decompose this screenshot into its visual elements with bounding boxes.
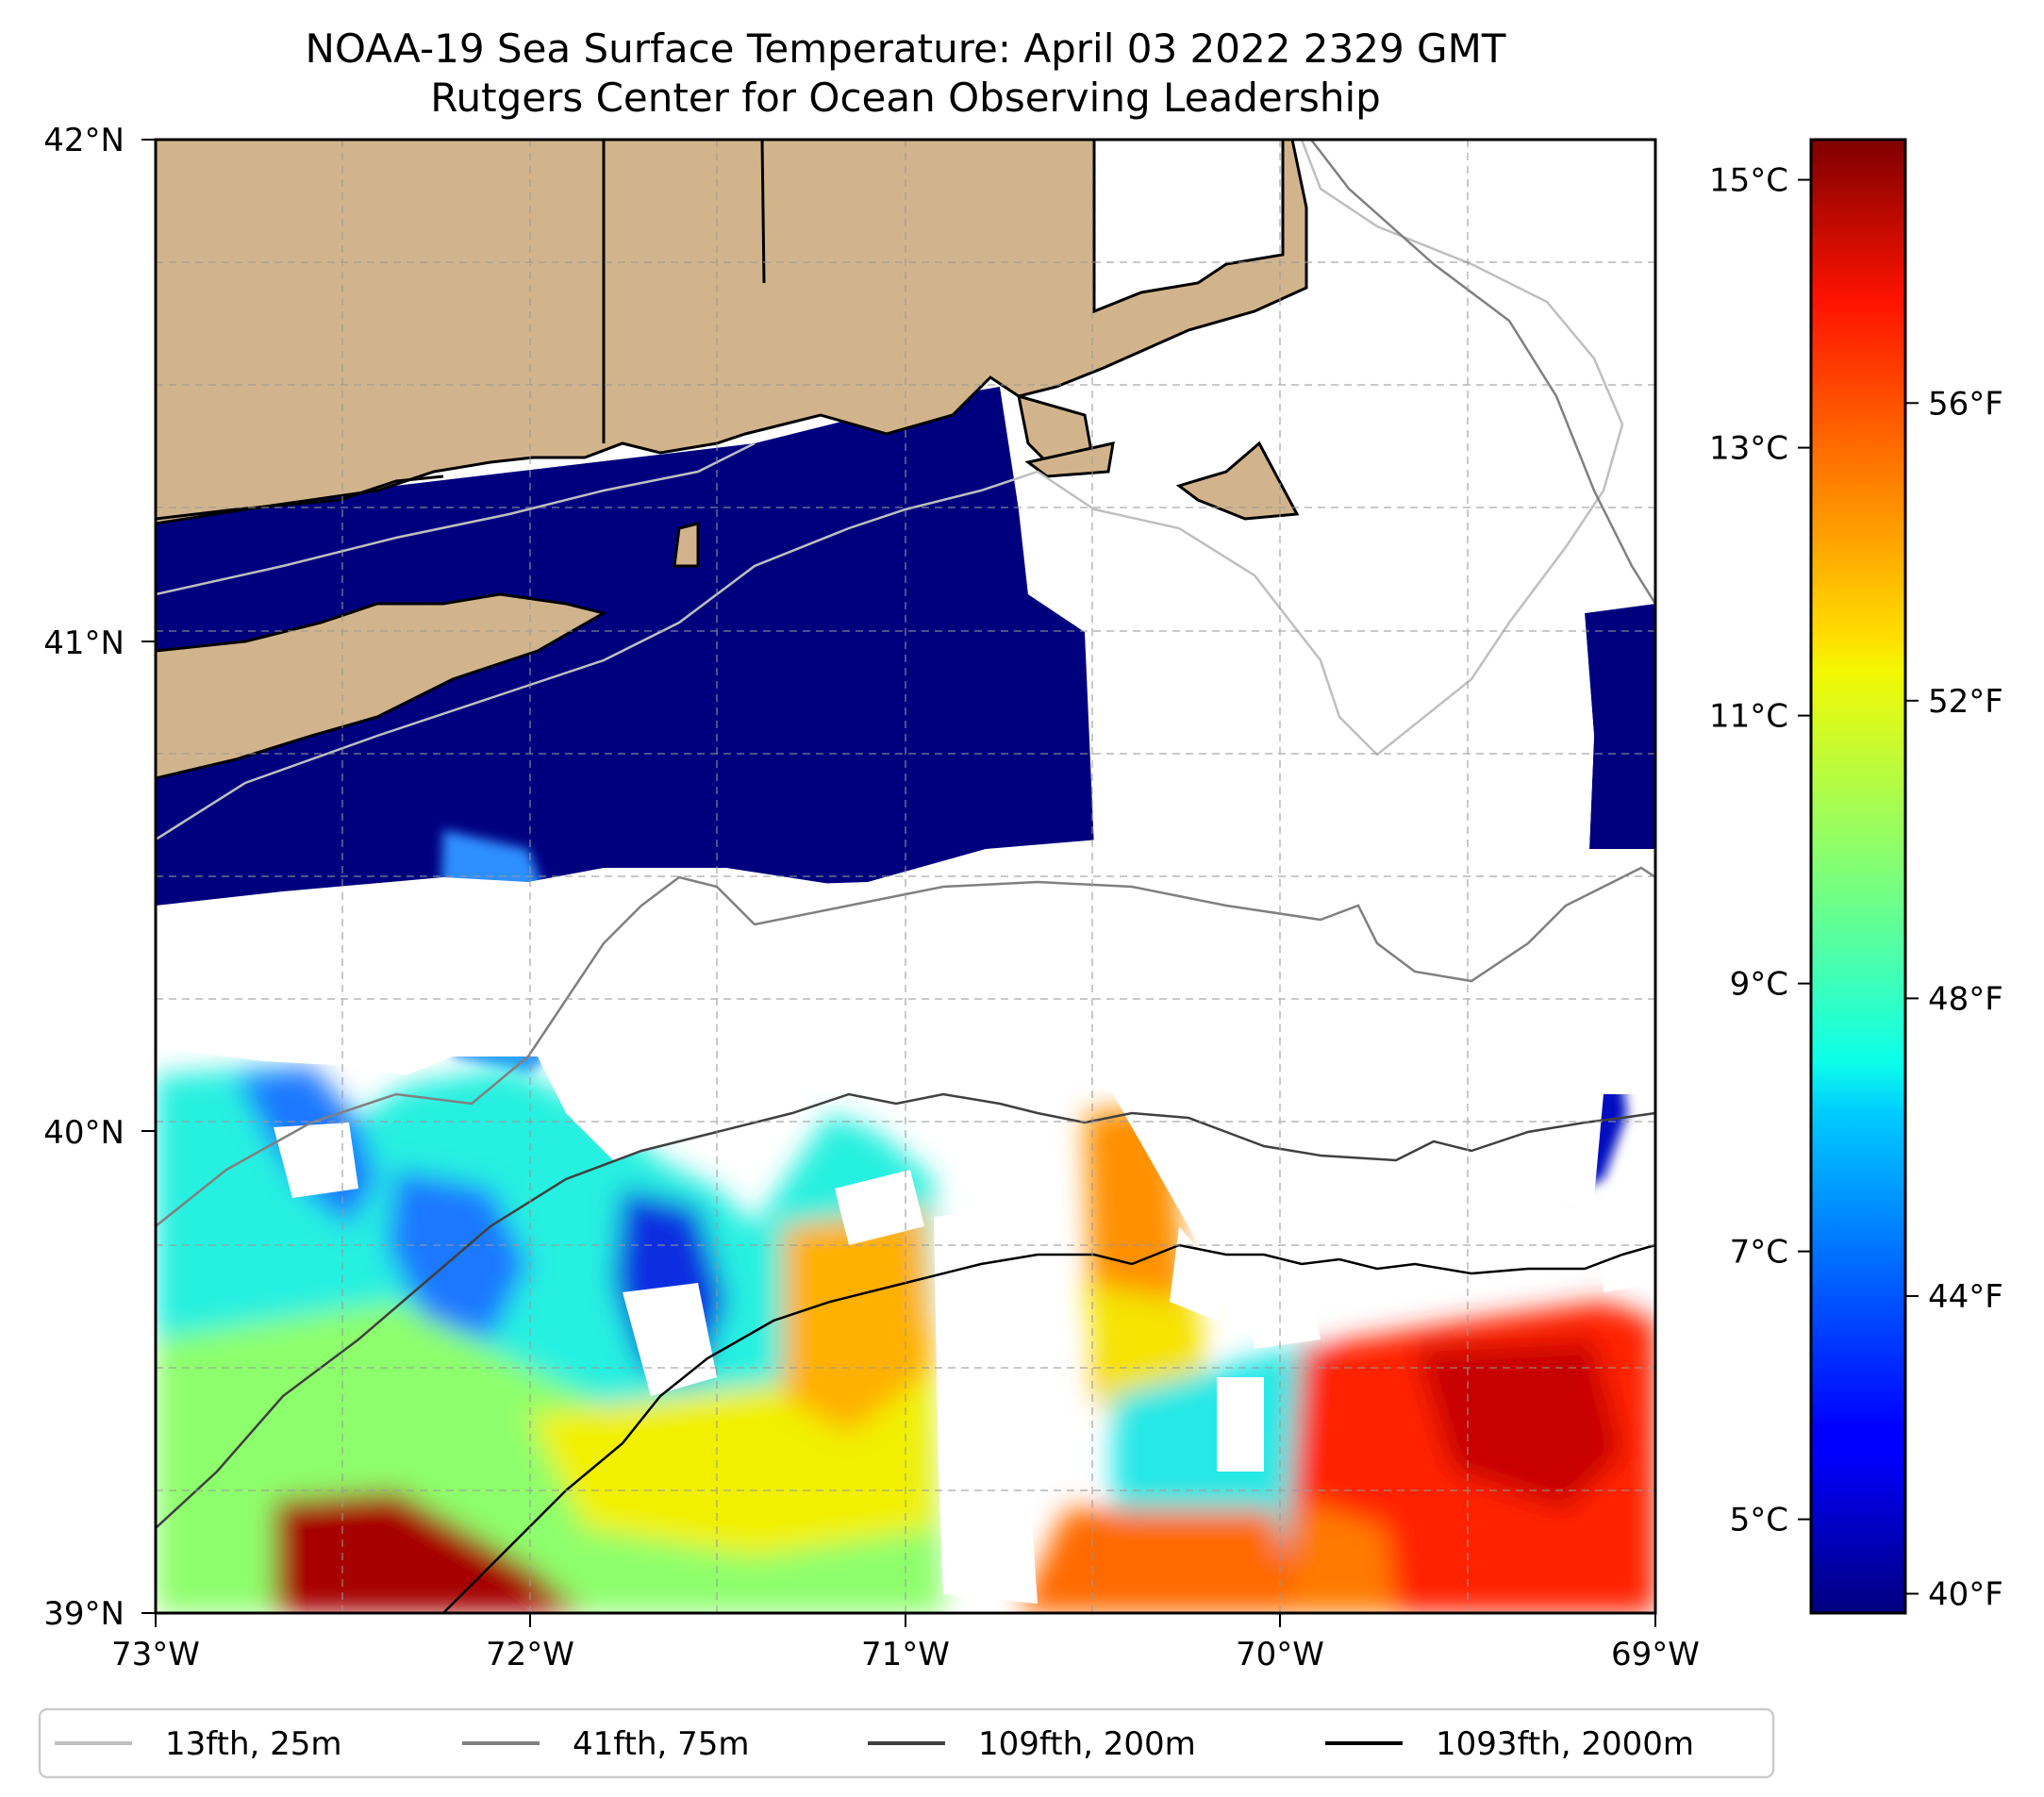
- colorbar-celsius-labels: 15°C 13°C 11°C 9°C 7°C 5°C: [1709, 162, 1811, 1539]
- legend-label-2000m: 1093fth, 2000m: [1436, 1725, 1694, 1763]
- contour-75m-north: [1310, 140, 1655, 605]
- colorbar-celsius-label: 15°C: [1709, 162, 1788, 200]
- land: [156, 140, 1308, 780]
- cloud-mask-northeast: [1000, 140, 1655, 849]
- colorbar-celsius-label: 9°C: [1730, 966, 1788, 1004]
- lat-label-40: 40°N: [43, 1114, 125, 1152]
- legend-entry-200m: 109fth, 200m: [868, 1725, 1196, 1763]
- lat-label-39: 39°N: [43, 1595, 125, 1633]
- lon-label-71: 71°W: [861, 1636, 950, 1673]
- contour-25m: [156, 140, 1624, 841]
- marthas-vineyard: [1024, 441, 1115, 478]
- colorbar-fahrenheit-label: 52°F: [1928, 683, 2003, 721]
- lat-axis-ticks: [141, 139, 156, 1614]
- figure-subtitle: Rutgers Center for Ocean Observing Leade…: [430, 75, 1381, 121]
- colorbar-fahrenheit-label: 56°F: [1928, 385, 2003, 423]
- colorbar-fahrenheit-label: 40°F: [1928, 1575, 2003, 1613]
- colorbar-fahrenheit-label: 44°F: [1928, 1278, 2003, 1316]
- long-island: [156, 592, 607, 780]
- figure-title: NOAA-19 Sea Surface Temperature: April 0…: [306, 25, 1506, 72]
- east-cold-patch-2: [1585, 604, 1655, 849]
- lat-label-42: 42°N: [43, 122, 125, 159]
- legend-label-75m: 41fth, 75m: [573, 1725, 750, 1763]
- nantucket: [1175, 441, 1300, 521]
- colorbar-gradient: [1809, 138, 1907, 1615]
- lon-label-69: 69°W: [1611, 1636, 1700, 1673]
- lon-label-70: 70°W: [1236, 1636, 1324, 1673]
- connecticut-shore: [156, 474, 444, 521]
- colorbar: 15°C 13°C 11°C 9°C 7°C 5°C 56°F 52°F 48°F 44°F 40…: [1709, 138, 2003, 1615]
- depth-legend: 13fth, 25m 41fth, 75m 109fth, 200m 1093f…: [38, 1707, 1775, 1779]
- new-england-coast: [156, 140, 1308, 525]
- colorbar-celsius-label: 11°C: [1709, 698, 1788, 736]
- contour-200m: [156, 1092, 1655, 1529]
- legend-label-25m: 13fth, 25m: [165, 1725, 342, 1763]
- lon-axis-labels: 73°W 72°W 71°W 70°W 69°W: [111, 1636, 1700, 1673]
- contour-2000m: [442, 1243, 1655, 1613]
- contour-75m: [156, 866, 1655, 1227]
- cold-water-region: [156, 387, 1099, 953]
- legend-entry-2000m: 1093fth, 2000m: [1325, 1725, 1694, 1763]
- legend-entry-25m: 13fth, 25m: [55, 1725, 342, 1763]
- state-border-2: [760, 140, 766, 284]
- colorbar-celsius-label: 5°C: [1730, 1502, 1788, 1539]
- colorbar-fahrenheit-label: 48°F: [1928, 980, 2003, 1018]
- legend-label-200m: 109fth, 200m: [978, 1725, 1196, 1763]
- depth-contours: [156, 140, 1655, 1613]
- lon-label-73: 73°W: [111, 1636, 200, 1673]
- lat-axis-labels: 42°N 41°N 40°N 39°N: [43, 122, 125, 1633]
- colorbar-fahrenheit-labels: 56°F 52°F 48°F 44°F 40°F: [1905, 385, 2003, 1613]
- lon-axis-ticks: [155, 1613, 1656, 1627]
- legend-entry-75m: 41fth, 75m: [462, 1725, 750, 1763]
- lon-label-72: 72°W: [486, 1636, 574, 1673]
- map-panel: 42°N 41°N 40°N 39°N 73°W 72°W 71°W 70°W …: [43, 122, 1700, 1673]
- block-island: [673, 522, 700, 568]
- colorbar-celsius-label: 7°C: [1730, 1234, 1788, 1272]
- lat-label-41: 41°N: [43, 624, 125, 662]
- colorbar-celsius-label: 13°C: [1709, 430, 1788, 468]
- contour-25m-inner: [156, 441, 756, 596]
